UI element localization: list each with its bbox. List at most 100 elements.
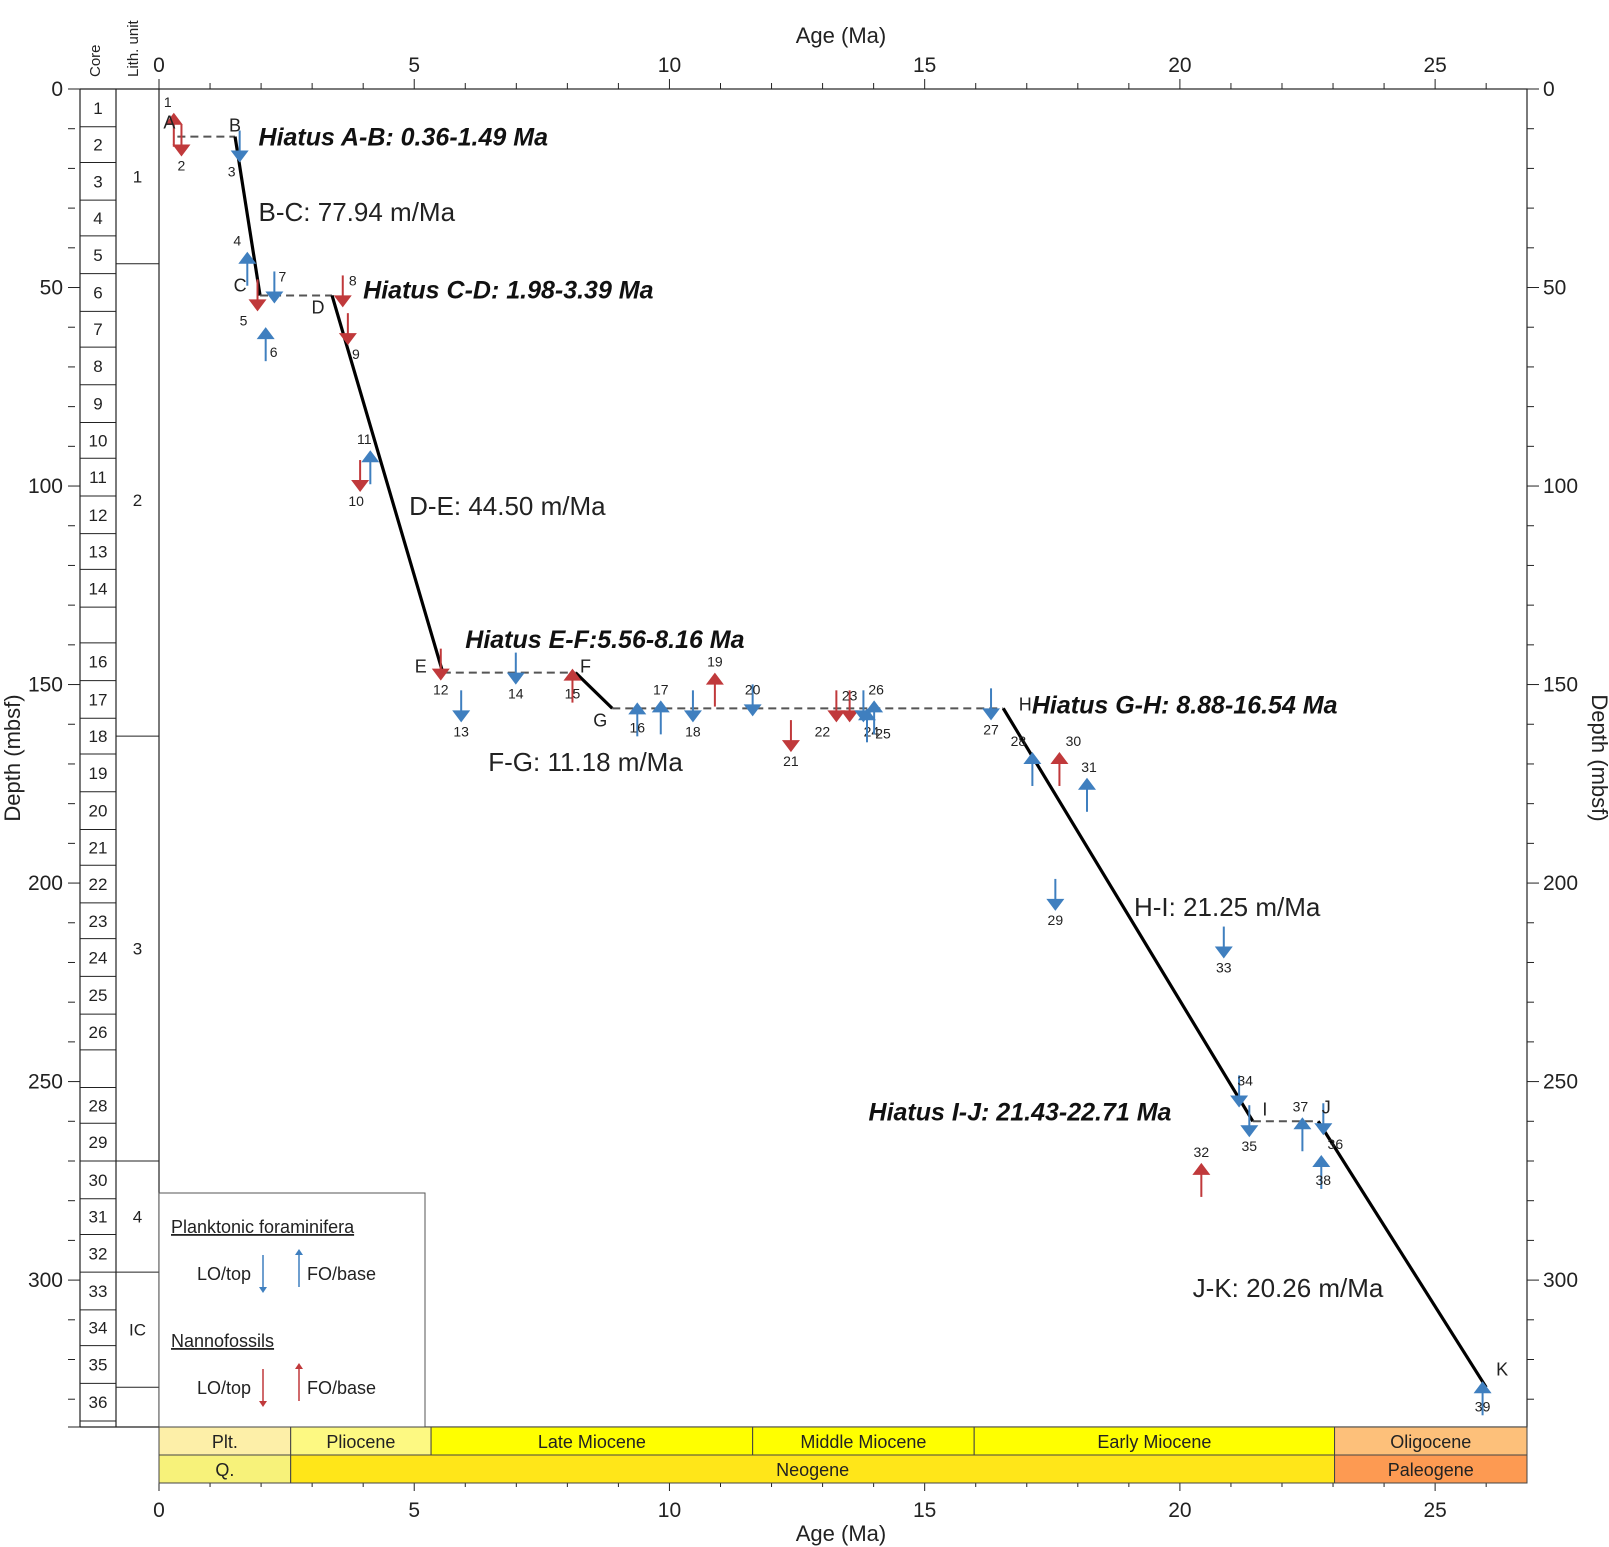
datum-arrow-up — [1192, 1162, 1211, 1175]
datum-label: 32 — [1194, 1144, 1210, 1160]
legend: Planktonic foraminifera LO/top FO/base Nann… — [158, 1192, 426, 1428]
datum-marker — [651, 700, 670, 735]
epoch-label: Pliocene — [326, 1432, 395, 1452]
epoch-label: Middle Miocene — [800, 1432, 926, 1452]
core-label: 11 — [89, 468, 107, 487]
period-band — [1334, 1454, 1528, 1484]
x-tick-label-top: 15 — [913, 54, 936, 77]
datum-marker — [683, 690, 702, 723]
legend-group-title: Planktonic foraminifera — [171, 1217, 355, 1237]
core-label: 13 — [89, 543, 108, 562]
hiatus-annotation: Hiatus I-J: 21.43-22.71 Ma — [869, 1098, 1172, 1126]
datum-label: 28 — [1011, 733, 1027, 749]
y-tick-label-left: 300 — [28, 1269, 63, 1292]
datum-arrow-up — [1077, 777, 1096, 790]
datum-arrow-down — [506, 672, 525, 685]
datum-arrow-down — [248, 299, 267, 312]
core-label: 24 — [89, 949, 108, 968]
datum-marker — [840, 690, 859, 723]
legend-lo-label: LO/top — [197, 1264, 251, 1284]
datum-marker — [338, 313, 357, 346]
datum-marker — [1314, 1103, 1333, 1136]
hiatus-annotation: Hiatus C-D: 1.98-3.39 Ma — [363, 277, 653, 305]
x-tick-label-bottom: 15 — [913, 1499, 936, 1522]
core-label: 21 — [89, 838, 108, 857]
y-tick-label-right: 50 — [1543, 277, 1566, 300]
axes: Age (Ma) Age (Ma) Depth (mbsf) Depth (mb… — [0, 19, 1609, 1546]
datum-label: 13 — [453, 723, 469, 739]
epoch-band — [1334, 1426, 1528, 1456]
datum-label: 18 — [685, 723, 701, 739]
age-model-point-label: C — [234, 275, 247, 295]
period-label: Q. — [215, 1460, 234, 1480]
rate-annotation: H-I: 21.25 m/Ma — [1134, 892, 1321, 922]
datum-marker — [1293, 1117, 1312, 1152]
datum-marker — [238, 251, 257, 286]
datum-label: 14 — [508, 686, 524, 702]
epoch-band — [290, 1426, 432, 1456]
epoch-band — [973, 1426, 1336, 1456]
y-tick-label-right: 0 — [1543, 78, 1555, 101]
period-band — [158, 1454, 292, 1484]
datum-marker — [982, 688, 1001, 721]
datum-marker — [857, 708, 876, 743]
datum-marker — [705, 672, 724, 707]
datum-arrow-up — [1023, 751, 1042, 764]
datum-marker — [1312, 1154, 1331, 1189]
core-label: 32 — [89, 1244, 108, 1263]
y-tick-label-right: 300 — [1543, 1269, 1578, 1292]
datum-label: 38 — [1316, 1172, 1332, 1188]
datum-label: 5 — [240, 312, 248, 328]
datum-label: 23 — [842, 687, 858, 703]
core-label: 8 — [93, 357, 102, 376]
datum-marker — [1077, 777, 1096, 812]
y-tick-label-left: 50 — [40, 277, 63, 300]
epoch-label: Late Miocene — [538, 1432, 646, 1452]
period-label: Paleogene — [1388, 1460, 1474, 1480]
hiatus-annotation: Hiatus E-F:5.56-8.16 Ma — [465, 626, 744, 654]
lith-unit-label: 3 — [133, 940, 142, 959]
x-tick-label-top: 20 — [1168, 54, 1191, 77]
datum-arrow-down — [827, 710, 846, 723]
rate-annotation: B-C: 77.94 m/Ma — [259, 197, 456, 227]
lith-unit-label: 2 — [133, 491, 142, 510]
y-tick-label-left: 200 — [28, 872, 63, 895]
age-model-point-label: F — [580, 657, 591, 677]
legend-fo-label: FO/base — [307, 1264, 376, 1284]
core-label: 23 — [89, 912, 108, 931]
datum-label: 11 — [357, 431, 372, 447]
datum-label: 19 — [707, 654, 723, 670]
age-model-point-label: B — [229, 116, 241, 136]
datum-arrow-down — [683, 710, 702, 723]
rate-annotation: F-G: 11.18 m/Ma — [488, 747, 683, 777]
datum-label: 2 — [178, 158, 186, 174]
y-axis-title-right: Depth (mbsf) — [1587, 694, 1609, 821]
x-tick-label-top: 10 — [658, 54, 681, 77]
x-tick-label-bottom: 5 — [408, 1499, 420, 1522]
x-tick-label-bottom: 20 — [1168, 1499, 1191, 1522]
datum-label: 6 — [270, 344, 278, 360]
datum-label: 10 — [348, 493, 364, 509]
lith-unit-label: IC — [129, 1321, 146, 1340]
datum-arrow-down — [265, 291, 284, 304]
rate-segment-FG — [574, 671, 614, 710]
datum-arrow-down — [1214, 946, 1233, 959]
lith-unit-label: 4 — [133, 1208, 142, 1227]
datum-label: 37 — [1293, 1098, 1309, 1114]
y-tick-label-left: 150 — [28, 674, 63, 697]
datum-label: 33 — [1216, 960, 1232, 976]
datum-arrow-down — [743, 704, 762, 717]
datum-label: 15 — [565, 686, 581, 702]
y-tick-label-left: 0 — [51, 78, 63, 101]
datum-marker — [1046, 878, 1065, 911]
y-tick-label-right: 100 — [1543, 475, 1578, 498]
core-label: 20 — [89, 802, 108, 821]
datum-arrow-down — [338, 333, 357, 346]
hiatus-annotation: Hiatus G-H: 8.88-16.54 Ma — [1032, 691, 1338, 719]
core-label: 17 — [89, 690, 108, 709]
core-label: 9 — [93, 395, 102, 414]
age-model-point-label: E — [415, 657, 427, 677]
datum-label: 34 — [1237, 1072, 1253, 1088]
